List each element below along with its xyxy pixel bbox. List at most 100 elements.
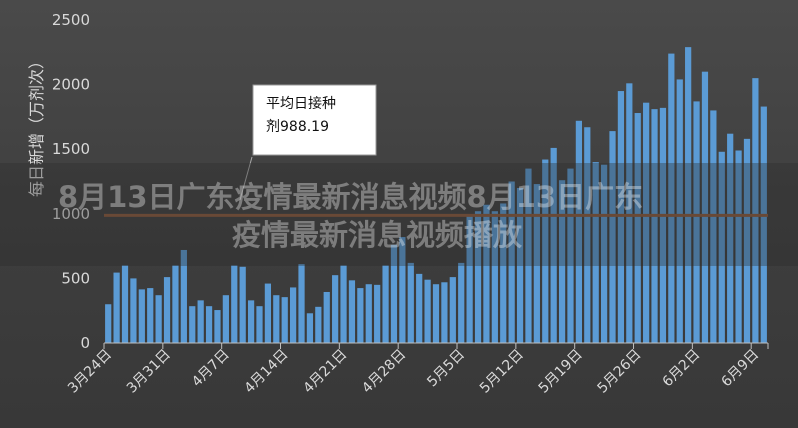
watermark-line1: 8月13日广东疫情最新消息视频8月13日广东	[58, 180, 643, 214]
bar	[348, 280, 356, 343]
bar	[315, 306, 322, 343]
bar	[256, 306, 263, 343]
bar	[332, 275, 339, 343]
bar	[600, 164, 608, 343]
bar	[239, 266, 246, 343]
bar	[113, 272, 120, 343]
bar	[357, 288, 364, 343]
bar	[432, 284, 440, 343]
bar	[626, 83, 633, 343]
bar	[474, 211, 482, 343]
x-tick-label: 5月19日	[536, 347, 586, 397]
bar	[659, 107, 667, 343]
bar	[550, 147, 557, 343]
bar	[643, 102, 650, 343]
bar	[138, 289, 145, 343]
bar	[651, 109, 658, 344]
bar	[466, 216, 473, 343]
bar	[743, 138, 751, 343]
bar	[205, 306, 213, 343]
bar	[727, 133, 734, 343]
y-tick-label: 1500	[52, 140, 90, 158]
bar	[458, 262, 465, 343]
bar	[584, 127, 591, 344]
bar	[516, 187, 524, 343]
bar-series	[105, 47, 767, 344]
bar	[390, 244, 398, 343]
x-tick-label: 4月14日	[242, 347, 292, 397]
bar	[491, 211, 498, 343]
bar	[508, 181, 515, 343]
bar	[130, 278, 137, 343]
bar	[231, 265, 238, 343]
bar	[575, 120, 582, 343]
x-tick-label: 5月12日	[477, 347, 527, 397]
x-tick-label: 4月28日	[359, 347, 409, 397]
bar	[752, 78, 759, 343]
callout-text-line2: 剂988.19	[266, 119, 329, 135]
bar	[760, 106, 767, 343]
bar	[374, 284, 381, 343]
x-tick-label: 3月31日	[124, 347, 174, 397]
x-axis-ticks: 3月24日 3月31日 4月7日 4月14日 4月21日 4月28日 5月5日 5月12日 5月…	[65, 343, 769, 397]
bar	[340, 265, 347, 343]
x-tick-label: 5月5日	[424, 347, 468, 391]
bar	[180, 249, 187, 343]
bar	[189, 306, 196, 343]
bar	[121, 265, 129, 343]
callout-leader	[239, 156, 253, 201]
bar	[290, 287, 297, 343]
bar	[500, 203, 507, 343]
bar	[735, 150, 742, 343]
y-tick-label: 1000	[52, 205, 90, 223]
bar	[399, 237, 406, 343]
bar	[634, 113, 641, 344]
bar	[264, 283, 272, 343]
bar	[105, 304, 112, 343]
bar	[382, 265, 389, 343]
bar	[306, 313, 314, 343]
bar	[592, 162, 599, 343]
bar	[214, 310, 221, 343]
bar	[567, 168, 574, 343]
bar	[558, 180, 566, 343]
bar	[685, 47, 692, 343]
watermark-line2: 疫情最新消息视频播放	[232, 218, 523, 252]
bar	[298, 264, 305, 343]
bar	[222, 295, 229, 343]
bar	[676, 79, 683, 344]
average-callout: 平均日接种 剂988.19	[239, 84, 377, 201]
x-tick-label: 4月21日	[300, 347, 350, 397]
callout-text-line1: 平均日接种	[266, 95, 336, 112]
bar	[147, 288, 154, 343]
x-tick-label: 6月2日	[660, 347, 704, 391]
bar	[247, 300, 255, 343]
bar	[542, 159, 549, 343]
y-tick-label: 500	[61, 269, 90, 287]
y-tick-label: 2500	[52, 11, 90, 29]
bar	[668, 53, 675, 344]
bar	[281, 297, 288, 343]
bar	[483, 204, 490, 343]
bar	[441, 282, 448, 343]
bar	[172, 265, 179, 343]
x-tick-label: 4月7日	[189, 347, 233, 391]
bar	[407, 262, 414, 343]
bar	[416, 273, 423, 343]
bar	[365, 284, 372, 343]
bar	[701, 71, 709, 344]
bar	[197, 300, 204, 343]
y-tick-label: 2000	[52, 76, 90, 94]
bar	[323, 291, 330, 343]
x-tick-label: 6月9日	[719, 347, 763, 391]
bar	[525, 168, 532, 343]
bar	[693, 101, 700, 344]
bar	[424, 279, 431, 343]
bar	[609, 131, 616, 343]
bar	[273, 295, 280, 343]
watermark-band	[0, 163, 798, 266]
callout-box	[252, 84, 377, 156]
bar	[533, 184, 540, 343]
